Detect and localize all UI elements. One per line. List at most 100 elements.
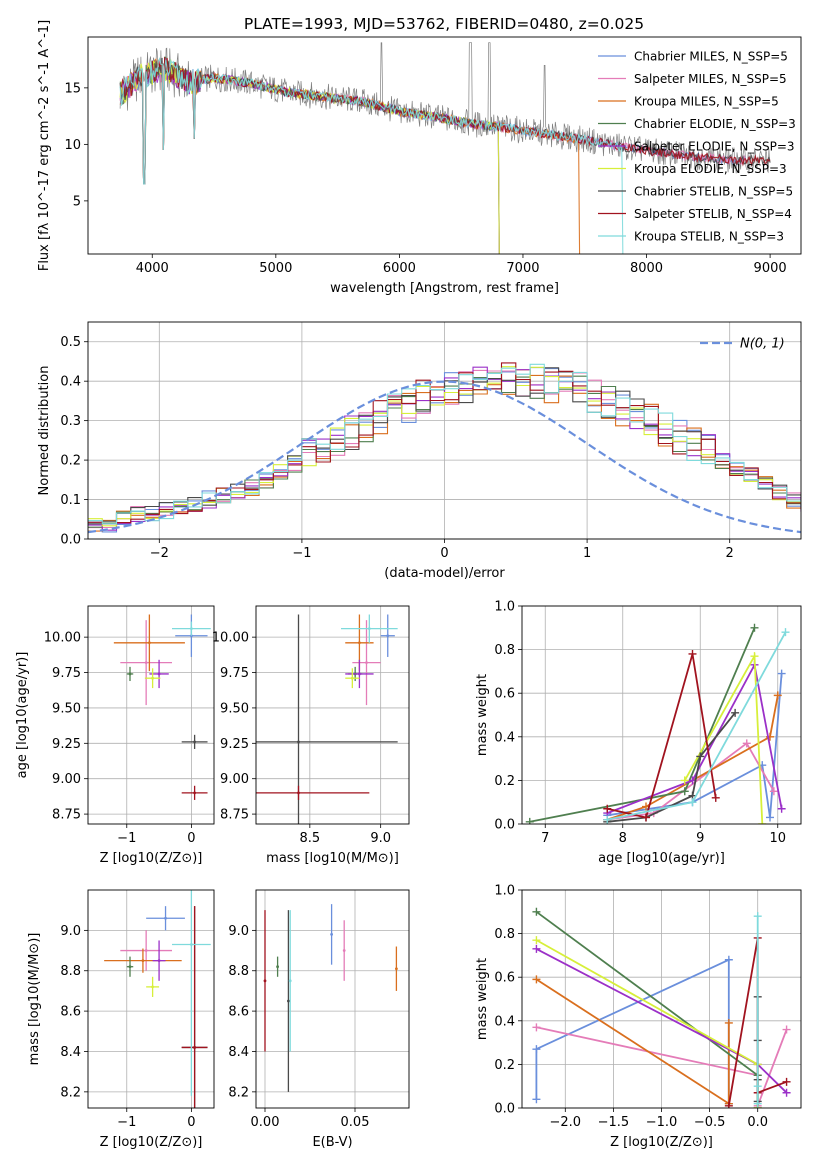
mass-weight-marker — [532, 1045, 541, 1054]
y-tick-label: 9.75 — [52, 666, 81, 681]
axes-frame — [87, 36, 802, 255]
x-tick-label: 7000 — [506, 261, 539, 276]
data-point — [128, 965, 132, 969]
y-axis-label: mass weight — [475, 958, 490, 1040]
mass-weight-marker — [532, 1023, 541, 1032]
x-tick-label: 1 — [583, 546, 591, 561]
data-point — [193, 791, 197, 795]
y-tick-label: 1.0 — [494, 600, 515, 615]
data-point — [358, 672, 361, 676]
mass-weight-marker — [742, 739, 751, 748]
mass-weight-marker — [603, 804, 612, 813]
x-tick-label: −2.0 — [550, 1115, 582, 1130]
normal-legend: N(0, 1) — [700, 337, 785, 352]
data-point — [164, 916, 167, 920]
y-tick-label: 9.00 — [220, 772, 249, 787]
y-tick-label: 8.4 — [228, 1045, 249, 1060]
data-point — [263, 979, 267, 983]
y-tick-label: 8.75 — [220, 808, 249, 823]
data-point — [342, 949, 346, 952]
x-tick-label: 9.0 — [370, 831, 391, 846]
legend-label: Kroupa MILES, N_SSP=5 — [634, 95, 779, 109]
y-axis-label: age [log10(age/yr)] — [15, 652, 30, 779]
grid — [256, 890, 409, 1108]
y-tick-label: 9.50 — [52, 701, 81, 716]
y-tick-label: 0.2 — [60, 454, 81, 469]
x-axis-label: Z [log10(Z/Z⊙)] — [100, 851, 203, 866]
panel-2: −2 −1 0 1 2 0.0 0.1 0.2 0.3 0.4 0.5 (data-model)/er… — [37, 321, 802, 581]
y-tick-label: 8.8 — [60, 964, 81, 979]
data-point — [128, 672, 132, 676]
y-tick-label: 8.75 — [52, 808, 81, 823]
mass-weight-marker — [750, 623, 759, 632]
plot-area — [113, 614, 211, 800]
grid — [256, 606, 409, 824]
data-point — [358, 641, 361, 645]
y-tick-label: 0.6 — [494, 971, 515, 986]
x-tick-label: 6000 — [383, 261, 416, 276]
data-point — [395, 967, 398, 971]
y-axis-label: Normed distribution — [37, 366, 52, 496]
data-point — [297, 740, 300, 744]
legend-label: N(0, 1) — [740, 337, 785, 352]
data-point — [330, 933, 333, 936]
mass-weight-marker — [782, 1088, 791, 1097]
panel-6: −1 0 8.2 8.4 8.6 8.8 9.0 Z [log10(Z/Z⊙)] mass [l… — [27, 889, 215, 1150]
y-tick-label: 0.4 — [60, 375, 81, 390]
y-tick-label: 0.8 — [494, 927, 515, 942]
residual-histogram — [88, 367, 801, 525]
data-point — [276, 965, 279, 969]
legend-label: Salpeter ELODIE, N_SSP=3 — [634, 140, 795, 154]
y-tick-label: 9.00 — [52, 772, 81, 787]
y-axis-label: Flux [fλ 10^-17 erg cm^-2 s^-1 A^-1] — [37, 20, 52, 271]
panel-3: −1 0 8.75 9.00 9.25 9.50 9.75 10.00 Z [log10(Z/Z… — [15, 605, 215, 866]
data-point — [193, 1046, 197, 1049]
mass-weight-marker — [750, 652, 759, 661]
data-point — [157, 672, 161, 676]
x-axis-label: Z [log10(Z/Z⊙)] — [100, 1135, 203, 1150]
mass-weight-marker — [532, 907, 541, 916]
panel-5: 7 8 9 10 0.0 0.2 0.4 0.6 0.8 1.0 age [log10(age/yr… — [475, 600, 802, 866]
data-point — [287, 999, 290, 1003]
x-tick-label: 0.00 — [251, 1115, 280, 1130]
data-point — [193, 740, 197, 744]
y-tick-label: 9.25 — [220, 737, 249, 752]
y-tick-label: 0.8 — [494, 643, 515, 658]
mass-weight-marker — [731, 708, 740, 717]
y-tick-label: 0.0 — [60, 533, 81, 548]
x-tick-label: −1 — [292, 546, 311, 561]
axes-frame — [87, 605, 215, 825]
residual-histogram — [88, 363, 801, 525]
mass-weight-marker — [532, 975, 541, 984]
mass-weight-marker — [532, 936, 541, 945]
y-tick-label: 8.2 — [60, 1085, 81, 1100]
axes-frame — [87, 889, 215, 1109]
normal-curve — [88, 380, 801, 534]
x-tick-label: 4000 — [136, 261, 169, 276]
mass-weight-marker — [753, 1082, 762, 1091]
panel-7: 0.00 0.05 8.2 8.4 8.6 8.8 9.0 E(B-V) — [228, 889, 410, 1150]
mass-weight-marker — [525, 817, 534, 824]
mass-weight-marker — [680, 776, 689, 785]
y-tick-label: 8.8 — [228, 964, 249, 979]
y-tick-label: 0.6 — [494, 687, 515, 702]
y-tick-label: 1.0 — [494, 884, 515, 899]
plot-area — [104, 890, 211, 1108]
y-tick-label: 0.2 — [494, 1058, 515, 1073]
figure-title: PLATE=1993, MJD=53762, FIBERID=0480, z=0… — [244, 15, 644, 33]
data-point — [288, 979, 292, 983]
mass-weight-marker — [603, 815, 612, 824]
mass-weight-line — [607, 653, 717, 819]
panel-8: −2.0 −1.5 −1.0 −0.5 0.0 0.0 0.2 0.4 0.6 0.8 1.0 Z [… — [475, 884, 802, 1150]
mass-weight-marker — [781, 628, 790, 637]
legend-label: Kroupa STELIB, N_SSP=3 — [634, 230, 784, 244]
mass-weight-line — [606, 662, 783, 814]
y-tick-label: 9.0 — [60, 924, 81, 939]
x-tick-label: 9 — [696, 831, 704, 846]
x-tick-label: 7 — [541, 831, 549, 846]
mass-weight-marker — [688, 649, 697, 658]
x-tick-label: 0.05 — [341, 1115, 370, 1130]
mass-weight-marker — [688, 798, 697, 807]
y-axis-label: mass weight — [475, 674, 490, 756]
